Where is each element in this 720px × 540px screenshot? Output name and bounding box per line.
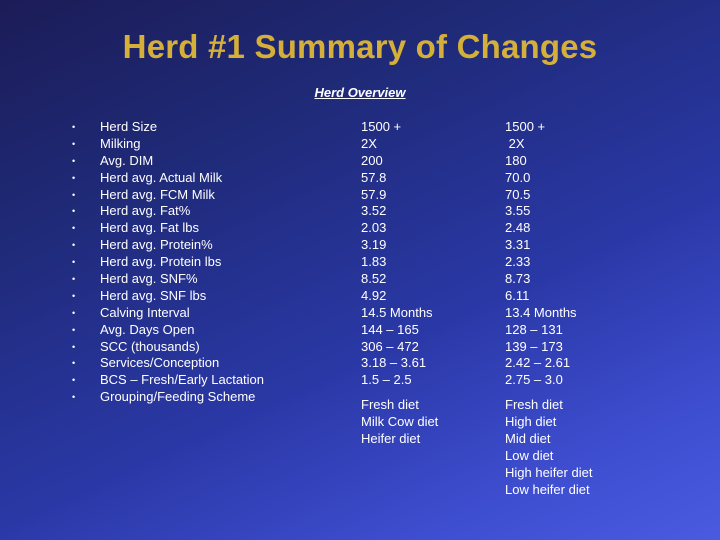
- metric-label: Calving Interval: [100, 304, 190, 320]
- before-value: 14.5 Months: [361, 304, 433, 320]
- before-value: 4.92: [361, 287, 387, 303]
- metric-label: Avg. Days Open: [100, 321, 195, 337]
- after-value: 13.4 Months: [505, 304, 577, 320]
- after-value: 3.55: [505, 203, 531, 219]
- before-value: 2.03: [361, 220, 387, 236]
- after-value: 2.48: [505, 220, 531, 236]
- bullet-column: • • • • • • • • • • • • • • • • •: [72, 119, 86, 406]
- before-value: 144 – 165: [361, 321, 419, 337]
- bullet-icon: •: [72, 290, 76, 301]
- bullet-icon: •: [72, 189, 76, 200]
- metric-label: SCC (thousands): [100, 338, 200, 354]
- metric-label: Herd avg. Protein%: [100, 237, 213, 253]
- after-value: 2.33: [505, 254, 531, 270]
- before-value: 3.52: [361, 203, 387, 219]
- metric-label: Herd avg. Actual Milk: [100, 169, 223, 185]
- before-value: 1.5 – 2.5: [361, 372, 412, 388]
- before-value: 8.52: [361, 271, 387, 287]
- metric-label: Grouping/Feeding Scheme: [100, 389, 256, 405]
- before-diet-item: Milk Cow diet: [361, 414, 439, 430]
- after-value: 180: [505, 152, 527, 168]
- bullet-icon: •: [72, 375, 76, 386]
- bullet-icon: •: [72, 206, 76, 217]
- bullet-icon: •: [72, 240, 76, 251]
- after-value: 2.42 – 2.61: [505, 355, 571, 371]
- bullet-icon: •: [72, 138, 76, 149]
- bullet-icon: •: [72, 257, 76, 268]
- before-value: 3.19: [361, 237, 387, 253]
- after-value: 70.0: [505, 169, 531, 185]
- after-diet-item: Low diet: [505, 447, 554, 463]
- metric-label: Herd avg. Fat lbs: [100, 220, 199, 236]
- bullet-icon: •: [72, 324, 76, 335]
- metric-label: BCS – Fresh/Early Lactation: [100, 372, 265, 388]
- before-value: 200: [361, 152, 383, 168]
- after-value: 2X: [505, 135, 525, 151]
- after-value: 8.73: [505, 271, 531, 287]
- bullet-icon: •: [72, 358, 76, 369]
- metric-label: Avg. DIM: [100, 152, 154, 168]
- after-value: 1500 +: [505, 119, 546, 134]
- bullet-icon: •: [72, 223, 76, 234]
- before-value: 1.83: [361, 254, 387, 270]
- after-value: 2.75 – 3.0: [505, 372, 563, 388]
- bullet-icon: •: [72, 122, 76, 132]
- metric-label: Services/Conception: [100, 355, 220, 371]
- before-value: 3.18 – 3.61: [361, 355, 427, 371]
- after-values-column: 1500 + 2X 180 70.0 70.5 3.55 2.48 3.31 2.33 8.73…: [505, 119, 655, 499]
- slide-title: Herd #1 Summary of Changes: [122, 28, 598, 65]
- before-value: 1500 +: [361, 119, 402, 134]
- after-value: 6.11: [505, 287, 530, 303]
- metric-label: Herd avg. Protein lbs: [100, 254, 222, 270]
- metric-label: Herd avg. SNF%: [100, 271, 198, 287]
- section-spacer: [361, 389, 481, 397]
- bullet-icon: •: [72, 307, 76, 318]
- after-diet-item: High heifer diet: [505, 464, 593, 480]
- after-diet-item: Mid diet: [505, 431, 551, 447]
- after-value: 70.5: [505, 186, 531, 202]
- bullet-icon: •: [72, 392, 76, 403]
- after-diet-item: Low heifer diet: [505, 481, 590, 497]
- metric-label: Herd avg. Fat%: [100, 203, 191, 219]
- before-value: 57.8: [361, 169, 387, 185]
- after-diet-item: Fresh diet: [505, 397, 563, 413]
- bullet-icon: •: [72, 341, 76, 352]
- metric-label: Milking: [100, 135, 141, 151]
- before-diet-item: Fresh diet: [361, 397, 419, 413]
- bullet-icon: •: [72, 274, 76, 285]
- before-diet-item: Heifer diet: [361, 431, 421, 447]
- after-value: 3.31: [505, 237, 531, 253]
- metric-label: Herd avg. FCM Milk: [100, 186, 215, 202]
- before-value: 306 – 472: [361, 338, 419, 354]
- after-diet-item: High diet: [505, 414, 557, 430]
- before-value: 2X: [361, 135, 377, 151]
- section-spacer: [505, 389, 655, 397]
- metric-label: Herd Size: [100, 119, 158, 134]
- metric-labels-column: Herd Size Milking Avg. DIM Herd avg. Actual…: [100, 119, 320, 406]
- herd-overview-heading: Herd Overview: [314, 85, 406, 100]
- after-value: 139 – 173: [505, 338, 563, 354]
- bullet-icon: •: [72, 155, 76, 166]
- bullet-icon: •: [72, 172, 76, 183]
- before-value: 57.9: [361, 186, 387, 202]
- after-value: 128 – 131: [505, 321, 563, 337]
- before-values-column: 1500 +2X 200 57.8 57.9 3.52 2.03 3.19 1.83 8.52 4…: [361, 119, 481, 448]
- metric-label: Herd avg. SNF lbs: [100, 287, 207, 303]
